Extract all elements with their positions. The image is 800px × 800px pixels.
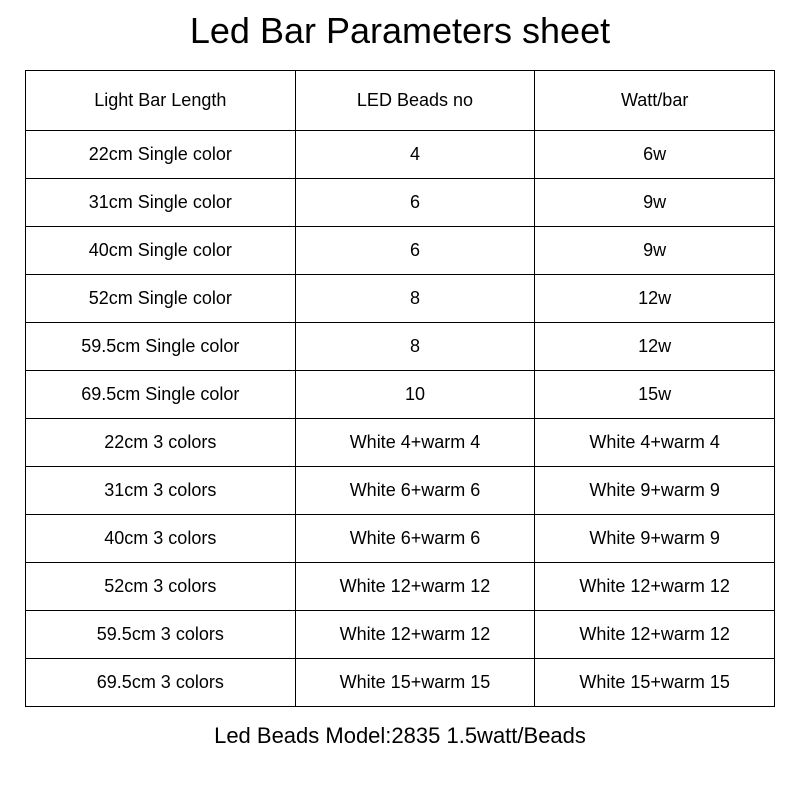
table-row: 22cm Single color 4 6w: [26, 131, 775, 179]
table-header-row: Light Bar Length LED Beads no Watt/bar: [26, 71, 775, 131]
cell-beads: White 4+warm 4: [295, 419, 535, 467]
cell-watt: White 4+warm 4: [535, 419, 775, 467]
cell-watt: 15w: [535, 371, 775, 419]
cell-length: 40cm 3 colors: [26, 515, 296, 563]
table-row: 59.5cm 3 colors White 12+warm 12 White 1…: [26, 611, 775, 659]
cell-beads: White 12+warm 12: [295, 563, 535, 611]
cell-length: 69.5cm Single color: [26, 371, 296, 419]
cell-beads: 6: [295, 179, 535, 227]
column-header-beads: LED Beads no: [295, 71, 535, 131]
cell-beads: 6: [295, 227, 535, 275]
cell-beads: 8: [295, 323, 535, 371]
cell-watt: 9w: [535, 179, 775, 227]
cell-beads: White 12+warm 12: [295, 611, 535, 659]
footer-note: Led Beads Model:2835 1.5watt/Beads: [25, 723, 775, 749]
cell-length: 31cm 3 colors: [26, 467, 296, 515]
cell-length: 52cm 3 colors: [26, 563, 296, 611]
column-header-length: Light Bar Length: [26, 71, 296, 131]
table-row: 40cm 3 colors White 6+warm 6 White 9+war…: [26, 515, 775, 563]
cell-length: 22cm 3 colors: [26, 419, 296, 467]
cell-length: 59.5cm 3 colors: [26, 611, 296, 659]
cell-length: 31cm Single color: [26, 179, 296, 227]
page-title: Led Bar Parameters sheet: [25, 10, 775, 52]
cell-beads: White 6+warm 6: [295, 515, 535, 563]
table-row: 69.5cm Single color 10 15w: [26, 371, 775, 419]
table-row: 69.5cm 3 colors White 15+warm 15 White 1…: [26, 659, 775, 707]
table-row: 52cm 3 colors White 12+warm 12 White 12+…: [26, 563, 775, 611]
cell-beads: White 15+warm 15: [295, 659, 535, 707]
cell-watt: 9w: [535, 227, 775, 275]
cell-length: 40cm Single color: [26, 227, 296, 275]
cell-watt: 12w: [535, 275, 775, 323]
table-row: 22cm 3 colors White 4+warm 4 White 4+war…: [26, 419, 775, 467]
table-row: 40cm Single color 6 9w: [26, 227, 775, 275]
table-row: 31cm Single color 6 9w: [26, 179, 775, 227]
cell-watt: 6w: [535, 131, 775, 179]
column-header-watt: Watt/bar: [535, 71, 775, 131]
cell-length: 22cm Single color: [26, 131, 296, 179]
cell-beads: 8: [295, 275, 535, 323]
cell-beads: 4: [295, 131, 535, 179]
cell-watt: White 9+warm 9: [535, 467, 775, 515]
cell-length: 52cm Single color: [26, 275, 296, 323]
table-row: 31cm 3 colors White 6+warm 6 White 9+war…: [26, 467, 775, 515]
cell-length: 59.5cm Single color: [26, 323, 296, 371]
cell-watt: White 12+warm 12: [535, 563, 775, 611]
table-row: 59.5cm Single color 8 12w: [26, 323, 775, 371]
cell-watt: 12w: [535, 323, 775, 371]
cell-beads: 10: [295, 371, 535, 419]
cell-watt: White 15+warm 15: [535, 659, 775, 707]
cell-watt: White 9+warm 9: [535, 515, 775, 563]
parameters-table: Light Bar Length LED Beads no Watt/bar 2…: [25, 70, 775, 707]
cell-watt: White 12+warm 12: [535, 611, 775, 659]
table-row: 52cm Single color 8 12w: [26, 275, 775, 323]
cell-length: 69.5cm 3 colors: [26, 659, 296, 707]
cell-beads: White 6+warm 6: [295, 467, 535, 515]
